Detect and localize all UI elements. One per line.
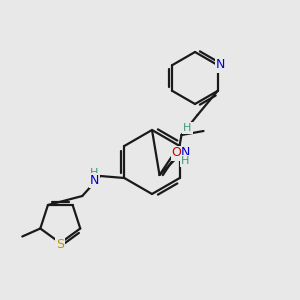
Text: H: H: [90, 168, 98, 178]
Text: O: O: [172, 146, 182, 160]
Text: N: N: [181, 146, 190, 160]
Text: S: S: [56, 238, 64, 250]
Text: H: H: [183, 123, 192, 133]
Text: H: H: [181, 156, 190, 166]
Text: N: N: [216, 58, 225, 71]
Text: N: N: [90, 173, 99, 187]
